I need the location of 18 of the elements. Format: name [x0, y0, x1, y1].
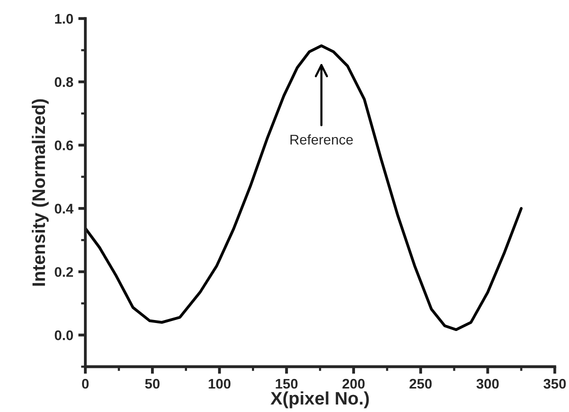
y-tick-label: 0.0 — [54, 330, 73, 340]
annotation: Reference — [290, 134, 353, 145]
y-axis-title: Intensity (Normalized) — [32, 99, 49, 286]
x-axis-title: X(pixel No.) — [270, 391, 369, 408]
y-tick-label: 0.8 — [54, 77, 74, 88]
x-tick-label: 50 — [145, 378, 160, 389]
y-tick-label: 0.6 — [54, 140, 74, 150]
line-series — [85, 44, 523, 332]
x-tick-label: 350 — [544, 378, 566, 389]
x-tick-label: 200 — [342, 378, 365, 389]
x-tick-label: 300 — [476, 378, 499, 389]
x-tick-label: 250 — [410, 378, 432, 389]
x-tick-label: 150 — [276, 378, 298, 389]
y-tick-label: 0.4 — [54, 204, 74, 214]
y-tick-label: 1.0 — [55, 14, 73, 24]
y-tick-label: 0.2 — [54, 267, 73, 277]
x-tick-label: 100 — [208, 378, 230, 389]
x-tick-label: 0 — [82, 378, 89, 389]
